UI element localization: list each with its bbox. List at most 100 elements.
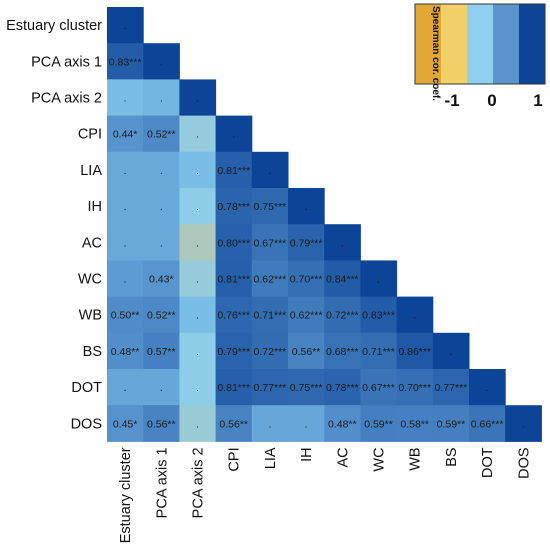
- column-label: PCA axis 2: [191, 447, 207, 518]
- cell-value-label: .: [268, 418, 271, 430]
- row-label: AC: [82, 235, 102, 251]
- heatmap-cell: [360, 405, 398, 442]
- cell-value-label: 0.78***: [217, 201, 250, 213]
- cell-value-label: 0.72***: [254, 346, 287, 358]
- heatmap-cell: [251, 369, 289, 406]
- heatmap-cell: [396, 296, 434, 334]
- column-label: PCA axis 1: [154, 447, 170, 518]
- legend-tick-mid: 0: [487, 91, 496, 110]
- legend-swatch: [467, 4, 494, 84]
- heatmap-cell: [469, 405, 506, 442]
- row-label: DOS: [71, 416, 102, 432]
- row-label: CPI: [78, 127, 102, 143]
- heatmap-cell: [179, 332, 217, 370]
- heatmap-cell: [107, 79, 144, 117]
- heatmap-cell: [324, 224, 361, 261]
- cell-value-label: 0.77***: [254, 382, 287, 394]
- cell-value-label: .: [196, 129, 199, 141]
- heatmap-cell: [505, 405, 542, 442]
- legend-swatch: [415, 4, 442, 84]
- column-label: BS: [444, 447, 460, 466]
- heatmap-cell: [396, 369, 434, 406]
- cell-value-label: .: [196, 93, 199, 105]
- heatmap-cell: [179, 151, 217, 189]
- row-label: PCA axis 2: [31, 91, 102, 107]
- legend-swatch: [493, 4, 520, 84]
- heatmap-cell: [360, 260, 398, 298]
- cell-value-label: 0.59**: [364, 418, 393, 430]
- row-label: WC: [78, 272, 102, 288]
- cell-value-label: 0.45*: [113, 418, 138, 430]
- cell-value-label: .: [196, 201, 199, 213]
- heatmap-cell: [360, 332, 398, 370]
- cell-value-label: 0.81***: [217, 165, 250, 177]
- heatmap-cell: [251, 332, 289, 370]
- cell-value-label: 0.48**: [328, 418, 357, 430]
- cell-value-label: .: [522, 418, 525, 430]
- cell-value-label: .: [124, 201, 127, 213]
- heatmap-cell: [469, 369, 506, 406]
- cell-value-label: 0.83***: [362, 310, 395, 322]
- cell-value-label: .: [160, 382, 163, 394]
- heatmap-cell: [107, 43, 144, 80]
- cell-value-label: 0.76***: [217, 310, 250, 322]
- cell-value-label: .: [341, 237, 344, 249]
- cell-value-label: .: [196, 382, 199, 394]
- heatmap-cell: [215, 188, 253, 225]
- row-label: IH: [88, 199, 103, 215]
- legend-swatches: [415, 4, 546, 84]
- heatmap-cell: [215, 369, 253, 406]
- heatmap-cell: [143, 79, 180, 117]
- heatmap-cell: [107, 369, 144, 406]
- cell-value-label: 0.84***: [326, 274, 359, 286]
- cell-value-label: .: [124, 274, 127, 286]
- cell-value-label: .: [124, 93, 127, 105]
- cell-value-label: 0.81***: [217, 382, 250, 394]
- cell-value-label: 0.43*: [149, 274, 174, 286]
- column-label: Estuary cluster: [118, 447, 134, 543]
- legend-title: Spearman cor. coef.: [430, 6, 441, 101]
- row-label: Estuary cluster: [6, 18, 102, 34]
- heatmap-cell: [324, 296, 361, 334]
- heatmap-cell: [107, 405, 144, 442]
- cell-value-label: .: [160, 201, 163, 213]
- heatmap-cell: [143, 260, 180, 298]
- heatmap-cell: [251, 260, 289, 298]
- heatmap-cell: [143, 405, 180, 442]
- cell-value-label: .: [160, 165, 163, 177]
- legend-tick-min: -1: [444, 91, 459, 110]
- heatmap-cell: [179, 188, 217, 225]
- row-label: PCA axis 1: [31, 54, 102, 70]
- cell-value-label: 0.62***: [254, 274, 287, 286]
- heatmap-cell: [432, 369, 470, 406]
- column-label: LIA: [263, 447, 279, 469]
- cell-value-label: 0.52**: [147, 310, 176, 322]
- column-label: DOS: [516, 447, 532, 478]
- cell-value-label: 0.75***: [290, 382, 323, 394]
- heatmap-cell: [179, 115, 217, 153]
- heatmap-cell: [324, 260, 361, 298]
- cell-value-label: .: [124, 382, 127, 394]
- cell-value-label: 0.79***: [217, 346, 250, 358]
- heatmap-cell: [251, 224, 289, 261]
- cell-value-label: .: [486, 382, 489, 394]
- cell-value-label: .: [196, 165, 199, 177]
- cell-value-label: .: [268, 165, 271, 177]
- heatmap-cell: [251, 151, 289, 189]
- heatmap-cell: [215, 405, 253, 442]
- heatmap-cell: [107, 151, 144, 189]
- heatmap-cell: [143, 151, 180, 189]
- heatmap-cell: [143, 188, 180, 225]
- cell-value-label: .: [124, 237, 127, 249]
- heatmap-cell: [324, 369, 361, 406]
- row-label: WB: [79, 308, 102, 324]
- cell-value-label: .: [196, 274, 199, 286]
- legend-swatch: [519, 4, 546, 84]
- cell-value-label: 0.70***: [290, 274, 323, 286]
- cell-value-label: 0.71***: [254, 310, 287, 322]
- cell-value-label: 0.48**: [111, 346, 140, 358]
- heatmap-cell: [288, 332, 325, 370]
- heatmap-cells: . 0.83***... . 0.44* 0.52**..... 0.81***.... 0…: [107, 7, 542, 442]
- column-label: DOT: [480, 447, 496, 478]
- heatmap-cell: [179, 405, 217, 442]
